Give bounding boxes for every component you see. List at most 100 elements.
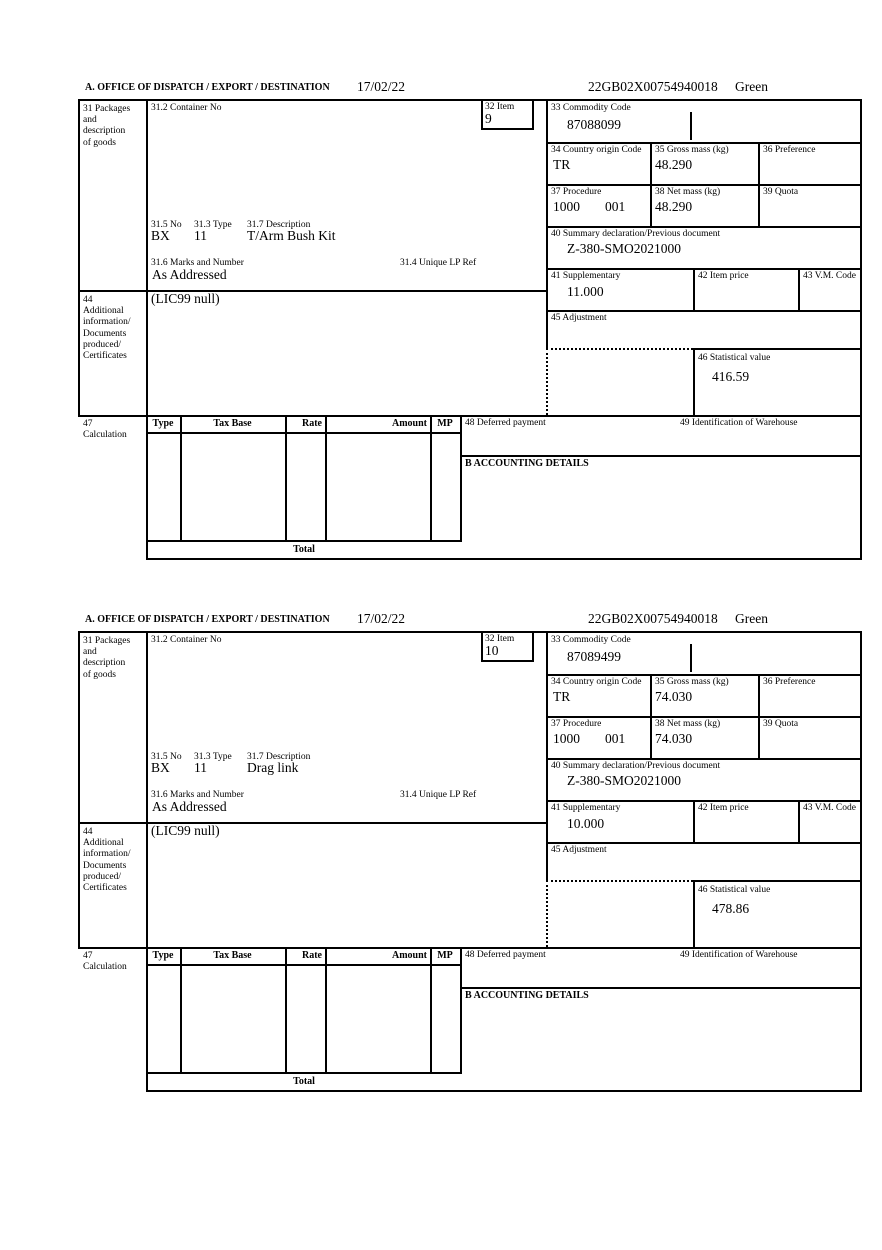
grid-line xyxy=(78,99,80,415)
grid-line xyxy=(146,432,462,434)
country-origin-value: TR xyxy=(553,157,571,172)
grid-line xyxy=(798,800,800,842)
additional-information-label: 44 Additional information/ Documents pro… xyxy=(83,295,131,362)
statistical-value-label: 46 Statistical value xyxy=(698,353,771,363)
item-price-label: 42 Item price xyxy=(698,271,749,281)
package-type-label: 31.3 Type xyxy=(194,220,232,230)
grid-line xyxy=(460,987,862,989)
block-header: A. OFFICE OF DISPATCH / EXPORT / DESTINA… xyxy=(78,78,862,99)
item-label: 32 Item xyxy=(485,634,515,644)
procedure-label: 37 Procedure xyxy=(551,187,602,197)
accounting-details-label: B ACCOUNTING DETAILS xyxy=(465,458,589,469)
grid-line xyxy=(546,310,862,312)
additional-information-label: 44 Additional information/ Documents pro… xyxy=(83,827,131,894)
total-label: Total xyxy=(293,544,315,555)
quota-label: 39 Quota xyxy=(763,719,799,729)
commodity-code-value: 87089499 xyxy=(567,649,621,664)
grid-line xyxy=(693,880,862,882)
vm-code-label: 43 V.M. Code xyxy=(803,271,856,281)
grid-line xyxy=(693,348,862,350)
item-label: 32 Item xyxy=(485,102,515,112)
package-no-value: BX xyxy=(151,228,170,243)
description-label: 31.7 Description xyxy=(247,752,311,762)
net-mass-value: 74.030 xyxy=(655,731,693,746)
grid-line xyxy=(78,631,862,633)
grid-line xyxy=(546,758,862,760)
net-mass-value: 48.290 xyxy=(655,199,693,214)
adjustment-label: 45 Adjustment xyxy=(551,313,607,323)
preference-label: 36 Preference xyxy=(763,677,816,687)
procedure-code2-value: 001 xyxy=(605,199,626,214)
net-mass-label: 38 Net mass (kg) xyxy=(655,719,721,729)
grid-line xyxy=(146,540,462,542)
adjustment-label: 45 Adjustment xyxy=(551,845,607,855)
country-origin-label: 34 Country origin Code xyxy=(551,145,642,155)
grid-line xyxy=(693,800,695,842)
grid-line xyxy=(546,184,862,186)
calc-col-tax-base: Tax Base xyxy=(213,418,252,429)
grid-line xyxy=(285,415,287,540)
grid-line xyxy=(546,674,862,676)
marks-number-value: As Addressed xyxy=(152,799,227,814)
item-price-label: 42 Item price xyxy=(698,803,749,813)
calc-col-type: Type xyxy=(152,950,174,961)
additional-information-value: (LIC99 null) xyxy=(151,823,220,838)
declaration-date: 17/02/22 xyxy=(357,611,406,626)
unique-lp-ref-label: 31.4 Unique LP Ref xyxy=(400,790,477,800)
grid-line xyxy=(481,631,483,660)
block-header: A. OFFICE OF DISPATCH / EXPORT / DESTINA… xyxy=(78,610,862,631)
package-no-value: BX xyxy=(151,760,170,775)
grid-line xyxy=(650,142,652,226)
net-mass-label: 38 Net mass (kg) xyxy=(655,187,721,197)
routing-status: Green xyxy=(735,611,768,626)
grid-line xyxy=(693,880,695,947)
grid-line xyxy=(180,415,182,540)
package-type-label: 31.3 Type xyxy=(194,752,232,762)
calculation-label: 47 Calculation xyxy=(83,419,127,441)
grid-line xyxy=(693,348,695,415)
item-number-value: 10 xyxy=(485,643,499,658)
container-no-label: 31.2 Container No xyxy=(151,635,222,645)
item-number-value: 9 xyxy=(485,111,492,126)
grid-line xyxy=(146,558,862,560)
calc-col-mp: MP xyxy=(437,418,453,429)
grid-line xyxy=(690,112,692,140)
declaration-reference: 22GB02X00754940018 xyxy=(588,79,718,94)
grid-line xyxy=(798,268,800,310)
vm-code-label: 43 V.M. Code xyxy=(803,803,856,813)
grid-line xyxy=(860,99,862,560)
country-origin-value: TR xyxy=(553,689,571,704)
statistical-value: 478.86 xyxy=(712,901,750,916)
grid-line xyxy=(146,99,148,560)
total-label: Total xyxy=(293,1076,315,1087)
country-origin-label: 34 Country origin Code xyxy=(551,677,642,687)
marks-number-label: 31.6 Marks and Number xyxy=(151,790,244,800)
package-no-label: 31.5 No xyxy=(151,752,182,762)
procedure-value: 1000 xyxy=(553,199,580,214)
grid-line xyxy=(325,415,327,540)
previous-document-label: 40 Summary declaration/Previous document xyxy=(551,229,721,239)
commodity-code-label: 33 Commodity Code xyxy=(551,635,631,645)
previous-document-value: Z-380-SMO2021000 xyxy=(567,773,681,788)
additional-information-value: (LIC99 null) xyxy=(151,291,220,306)
grid-line xyxy=(78,947,862,949)
grid-line xyxy=(481,128,534,130)
grid-line xyxy=(546,226,862,228)
package-type-value: 11 xyxy=(194,228,207,243)
grid-line xyxy=(546,880,548,947)
procedure-code2-value: 001 xyxy=(605,731,626,746)
procedure-label: 37 Procedure xyxy=(551,719,602,729)
calc-col-mp: MP xyxy=(437,950,453,961)
grid-line xyxy=(546,99,548,348)
calculation-label: 47 Calculation xyxy=(83,951,127,973)
gross-mass-value: 74.030 xyxy=(655,689,693,704)
previous-document-value: Z-380-SMO2021000 xyxy=(567,241,681,256)
grid-line xyxy=(546,348,548,415)
form-grid: 31 Packages and description of goods 31.… xyxy=(78,99,862,560)
goods-description-value: T/Arm Bush Kit xyxy=(247,228,336,243)
calc-col-amount: Amount xyxy=(391,418,427,429)
grid-line xyxy=(430,415,432,540)
grid-line xyxy=(78,415,862,417)
grid-line xyxy=(78,822,548,824)
container-no-label: 31.2 Container No xyxy=(151,103,222,113)
